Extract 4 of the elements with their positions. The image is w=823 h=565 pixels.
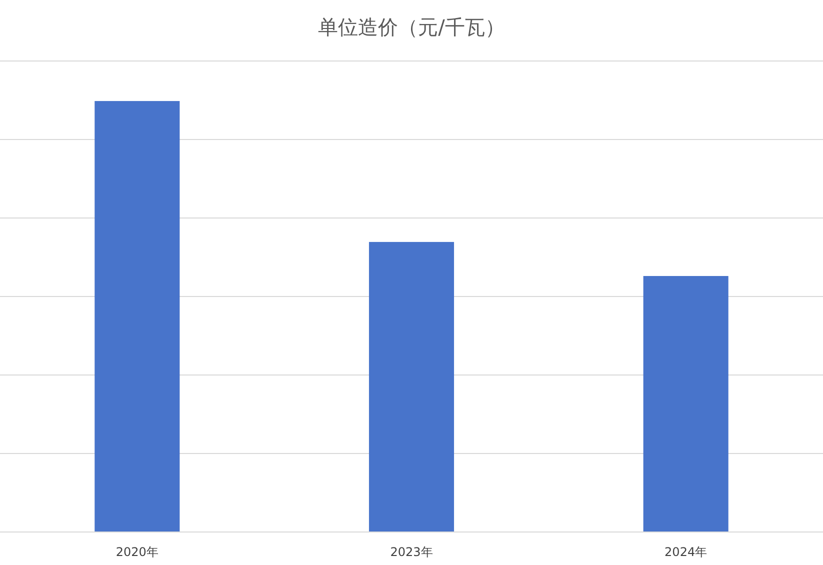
chart-title: 单位造价（元/千瓦） — [318, 15, 505, 39]
x-tick-label: 2020年 — [116, 545, 158, 559]
x-tick-label: 2024年 — [664, 545, 708, 559]
x-tick-label: 2023年 — [390, 545, 433, 559]
